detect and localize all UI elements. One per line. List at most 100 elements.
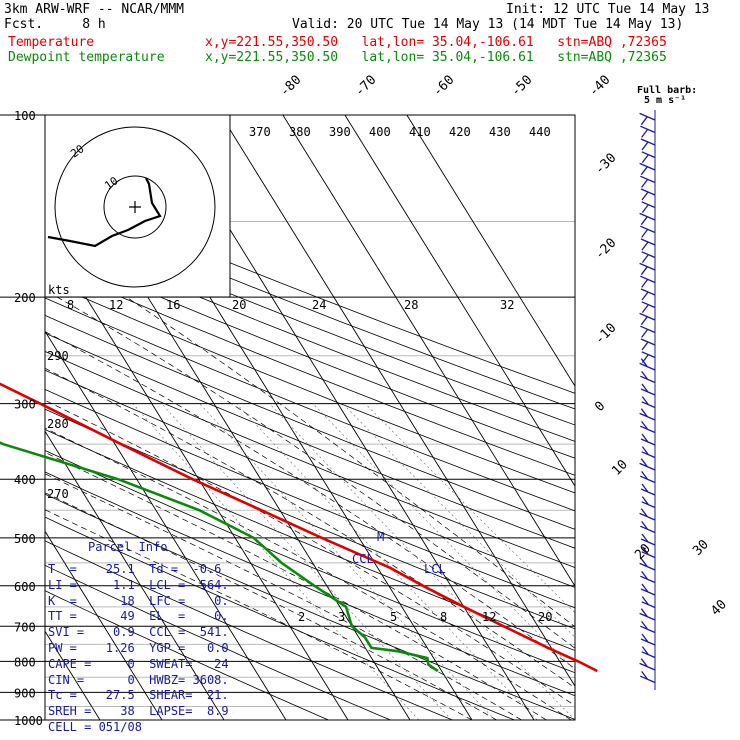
- wind-barb: [640, 520, 656, 534]
- pressure-label-500: 500: [14, 532, 36, 546]
- parcel-row: Tc = 27.5 SHEAR= 21.: [48, 688, 229, 703]
- wind-barb: [641, 646, 656, 659]
- isotherm-label: -50: [508, 73, 535, 100]
- mixing-label-lower-5: 5: [390, 610, 397, 624]
- parcel-info-title: Parcel Info: [88, 540, 168, 554]
- dry-adiabat: [45, 297, 575, 512]
- isotherm-label: -20: [592, 236, 619, 263]
- wind-barb: [640, 570, 656, 584]
- pressure-label-400: 400: [14, 473, 36, 487]
- moist-adiabat: [45, 367, 575, 689]
- wind-barb: [640, 420, 656, 434]
- dry-adiabat: [45, 408, 575, 630]
- temperature-legend: Temperature: [8, 35, 95, 50]
- full-barb-label: Full barb:: [637, 85, 697, 96]
- kts-label: kts: [48, 283, 70, 297]
- wind-barb: [640, 633, 656, 646]
- dry-adiabat: [45, 516, 515, 720]
- wind-barb: [639, 212, 656, 226]
- wind-barb: [640, 288, 656, 301]
- isotherm: [45, 230, 349, 720]
- dry-adiabat: [45, 450, 575, 674]
- theta-label-290: 290: [47, 349, 69, 363]
- wind-barb: [639, 658, 656, 671]
- dry-adiabat: [45, 351, 575, 569]
- hodograph-ring-10: [103, 175, 167, 239]
- wind-barb: [639, 312, 656, 326]
- wind-barb: [640, 225, 656, 238]
- init-time: Init: 12 UTC Tue 14 May 13: [506, 2, 710, 17]
- theta-label-280: 280: [47, 417, 69, 431]
- forecast-hour: Fcst. 8 h: [4, 17, 106, 32]
- parcel-row: PW = 1.26 YGP = 0.0: [48, 641, 229, 655]
- mixing-label-lower-12: 12: [482, 610, 496, 624]
- wind-barb: [640, 483, 656, 496]
- theta-label-410: 410: [409, 125, 431, 139]
- dewpoint-profile: [0, 441, 439, 673]
- wind-barb: [640, 670, 656, 684]
- dewpoint-legend: Dewpoint temperature: [8, 50, 165, 65]
- theta-label-370: 370: [249, 125, 271, 139]
- wind-barb: [641, 546, 656, 559]
- dry-adiabat: [45, 201, 575, 410]
- wind-barb: [640, 175, 656, 188]
- isotherm-label: 40: [708, 597, 730, 619]
- parcel-marker: M: [377, 530, 384, 544]
- hodograph-label-10: 10: [102, 174, 120, 192]
- isotherm: [344, 115, 575, 487]
- isotherm: [45, 330, 287, 720]
- parcel-row: LI = 1.1 LCL = 564.: [48, 577, 229, 592]
- full-barb-unit: 5 m s⁻¹: [644, 95, 686, 106]
- wind-barb: [641, 251, 656, 264]
- wind-barb: [640, 125, 656, 138]
- pressure-label-600: 600: [14, 580, 36, 594]
- isotherm-label: 20: [632, 541, 654, 563]
- wind-barb: [641, 301, 656, 314]
- mixing-ratio-line: [199, 403, 496, 720]
- theta-label-400: 400: [369, 125, 391, 139]
- mixing-label-8: 8: [67, 298, 74, 312]
- wind-barb: [639, 508, 656, 521]
- dry-adiabat: [45, 247, 575, 459]
- wind-barb: [639, 408, 656, 421]
- isotherm: [220, 115, 575, 687]
- parcel-row: K = 18 LFC = 0.: [48, 593, 229, 608]
- dry-adiabat: [45, 429, 575, 651]
- pressure-label-100: 100: [14, 109, 36, 123]
- moist-adiabat: [45, 473, 522, 720]
- moist-adiabat: [45, 452, 547, 720]
- wind-barb: [639, 162, 656, 176]
- wind-barb: [641, 496, 656, 509]
- mixing-label-12: 12: [109, 298, 123, 312]
- valid-time: Valid: 20 UTC Tue 14 May 13 (14 MDT Tue …: [292, 17, 684, 32]
- wind-barb: [640, 383, 656, 396]
- isotherm-label: -40: [586, 73, 613, 100]
- wind-barb: [639, 112, 656, 126]
- mixing-label-lower-20: 20: [538, 610, 552, 624]
- pressure-label-900: 900: [14, 686, 36, 700]
- dry-adiabat: [45, 590, 329, 720]
- isotherm: [406, 115, 575, 387]
- mixing-label-20: 20: [232, 298, 246, 312]
- dry-adiabat: [45, 216, 575, 426]
- isotherm-label: -30: [592, 151, 619, 178]
- dewpoint-location: x,y=221.55,350.50 lat,lon= 35.04,-106.61…: [205, 50, 667, 65]
- theta-label-440: 440: [529, 125, 551, 139]
- dry-adiabat: [45, 540, 453, 720]
- wind-barb: [640, 470, 656, 484]
- temperature-location: x,y=221.55,350.50 lat,lon= 35.04,-106.61…: [205, 35, 667, 50]
- mixing-label-32: 32: [500, 298, 514, 312]
- pressure-label-700: 700: [14, 620, 36, 634]
- isotherm-label: -60: [430, 73, 457, 100]
- wind-barb: [640, 338, 656, 351]
- parcel-row: T = 25.1 Td = -0.6: [48, 562, 222, 576]
- hodograph-label-20: 20: [68, 142, 86, 160]
- dry-adiabat: [45, 388, 575, 609]
- dry-adiabat: [45, 231, 575, 442]
- isotherm: [282, 115, 575, 587]
- theta-label-430: 430: [489, 125, 511, 139]
- hodograph-box: [44, 114, 231, 298]
- temperature-profile: [0, 382, 598, 673]
- wind-barb: [641, 596, 656, 609]
